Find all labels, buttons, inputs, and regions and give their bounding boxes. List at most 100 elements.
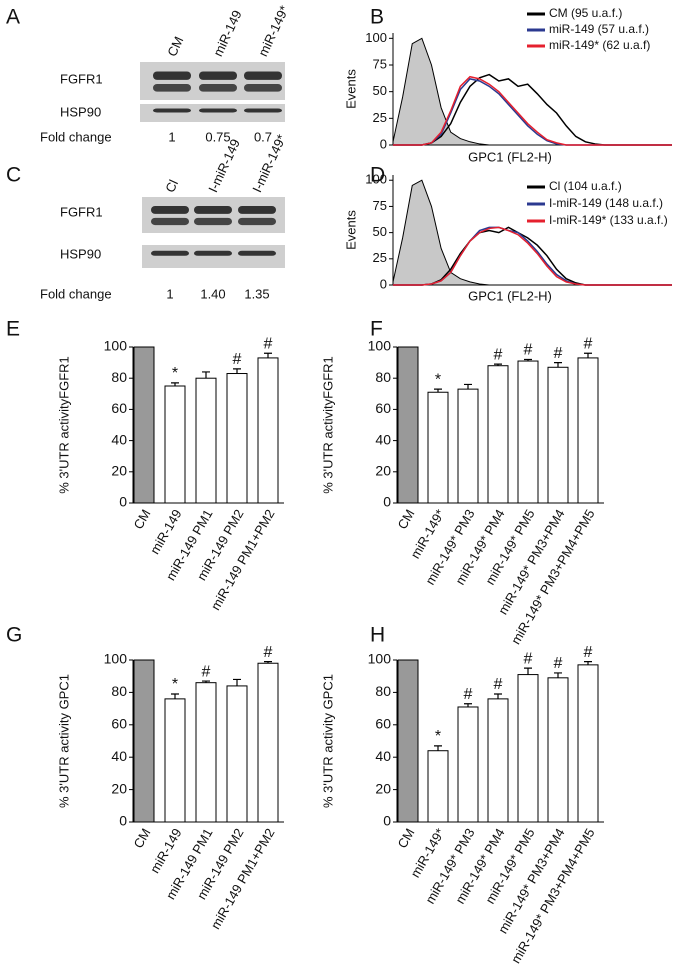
error-bar [554,362,562,368]
blot-strip [142,245,285,268]
lane-label: I-miR-149 [205,137,243,195]
y-tick-label: 60 [375,400,391,416]
y-axis-label: % 3'UTR activityFGFR1 [320,356,335,494]
significance-mark: # [494,346,503,363]
error-bar [171,382,179,386]
band [199,71,237,80]
error-bar [464,703,472,707]
blot-strip [140,62,285,100]
fold-value: 0.75 [205,129,230,144]
panel-letter: A [6,6,20,29]
error-bar [434,388,442,393]
y-tick-label: 20 [111,780,127,796]
panel-letter: F [370,318,383,341]
row-label: HSP90 [60,246,101,261]
band [194,206,232,214]
bar [427,391,449,504]
y-tick-label: 100 [365,30,387,45]
band [199,84,237,92]
error-bar [584,352,592,358]
bar [487,365,509,504]
bar [397,659,419,823]
error-bar [264,661,272,664]
bar [547,366,569,504]
control-histogram [392,37,672,146]
significance-mark: # [524,342,533,359]
significance-mark: # [554,655,563,672]
bar [226,685,248,823]
band [238,250,276,256]
significance-mark: * [172,676,178,693]
band [151,250,189,256]
error-bar [494,693,502,699]
bar [133,346,155,504]
bar [164,698,186,823]
legend-label: I-miR-149* (133 u.a.f.) [549,213,668,227]
bar [226,373,248,504]
fold-value: 1.40 [200,286,225,301]
blot-strip [140,104,285,122]
band [194,250,232,256]
bar [487,698,509,823]
band [151,217,189,226]
lane-label: CM [164,34,186,59]
y-tick-label: 80 [111,683,127,699]
error-bar [554,672,562,678]
y-tick-label: 25 [373,250,387,265]
y-tick-label: 0 [380,276,387,291]
lane-label: miR-149 [210,8,244,59]
error-bar [171,693,179,699]
bar [577,357,599,504]
y-tick-label: 60 [111,400,127,416]
band [244,84,282,92]
y-tick-label: 0 [119,813,127,829]
error-bar [434,745,442,751]
bar [517,360,539,504]
fold-value: 1.35 [244,286,269,301]
fold-value: 1 [168,129,175,144]
y-tick-label: 100 [365,172,387,187]
bar [397,346,419,504]
band [244,71,282,80]
panel-letter: E [6,318,20,341]
y-tick-label: 100 [368,651,392,667]
y-tick-label: 0 [383,494,391,510]
y-tick-label: 40 [111,748,127,764]
error-bar [524,667,532,675]
y-tick-label: 60 [111,716,127,732]
bar [257,662,279,823]
lane-label: miR-149* [255,3,291,58]
band [244,108,282,113]
band [151,206,189,214]
y-tick-label: 75 [373,56,387,71]
bar [577,664,599,823]
significance-mark: # [233,351,242,368]
y-tick-label: 25 [373,110,387,125]
y-axis-label: Events [343,69,358,109]
legend-label: Cl (104 u.a.f.) [549,179,622,193]
x-tick-label: CM [394,507,417,532]
bar [195,377,217,504]
row-label: FGFR1 [60,204,103,219]
band [194,217,232,226]
fold-label: Fold change [40,129,112,144]
bar [547,677,569,823]
y-tick-label: 80 [111,369,127,385]
band [153,84,191,92]
x-tick-label: CM [130,826,153,851]
y-tick-label: 50 [373,224,387,239]
y-tick-label: 100 [104,338,128,354]
bar [517,674,539,823]
error-bar [233,368,241,374]
panel-letter: D [370,164,385,187]
y-tick-label: 40 [375,748,391,764]
legend-label: miR-149 (57 u.a.f.) [549,22,649,36]
significance-mark: # [584,644,593,661]
y-tick-label: 80 [375,369,391,385]
blot-strip [142,197,285,233]
x-axis-label: GPC1 (FL2-H) [468,288,552,303]
row-label: HSP90 [60,104,101,119]
significance-mark: # [264,644,273,661]
band [238,206,276,214]
